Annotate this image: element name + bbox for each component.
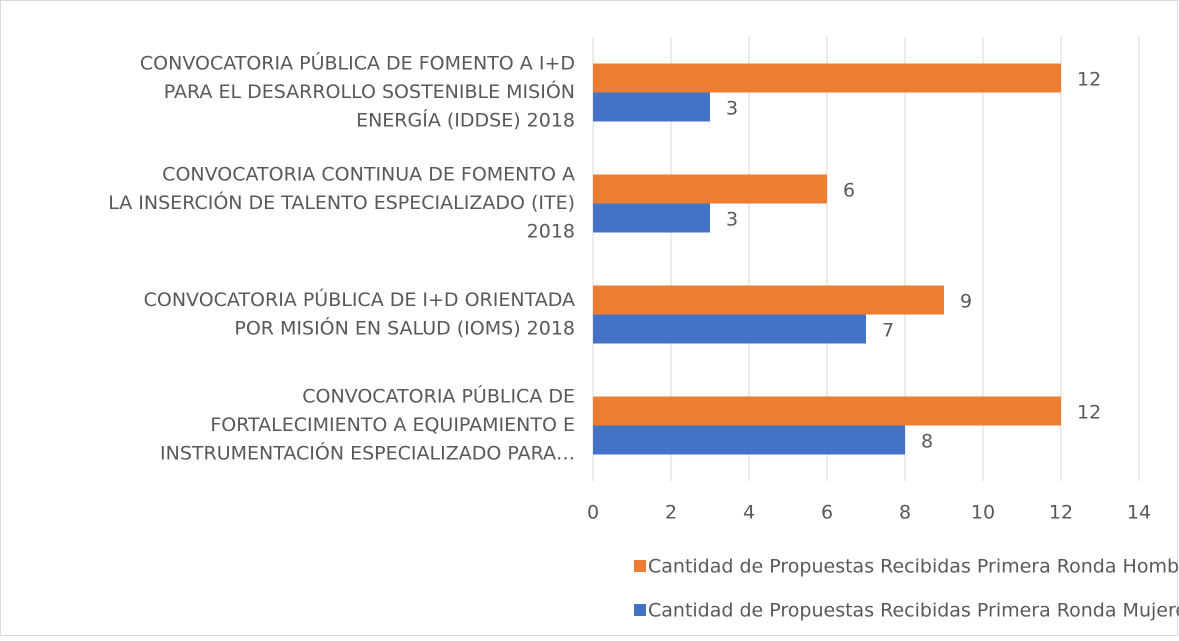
category-label: LA INSERCIÓN DE TALENTO ESPECIALIZADO (I…: [108, 190, 575, 214]
value-label: 6: [843, 180, 855, 202]
category-label: CONVOCATORIA CONTINUA DE FOMENTO A: [162, 164, 575, 186]
bar: [593, 425, 905, 455]
value-label: 9: [960, 291, 972, 313]
category-label: FORTALECIMIENTO A EQUIPAMIENTO E: [210, 414, 575, 436]
value-label: 7: [882, 320, 894, 342]
category-label: CONVOCATORIA PÚBLICA DE FOMENTO A I+D: [140, 51, 575, 75]
bar: [593, 314, 866, 344]
x-tick-label: 10: [971, 502, 995, 524]
x-tick-label: 6: [821, 502, 833, 524]
bar: [593, 92, 710, 122]
legend-swatch: [634, 560, 646, 572]
x-tick-label: 0: [587, 502, 599, 524]
value-label: 8: [921, 431, 933, 453]
bar: [593, 285, 944, 315]
category-label: CONVOCATORIA PÚBLICA DE: [302, 384, 575, 408]
legend-label: Cantidad de Propuestas Recibidas Primera…: [648, 556, 1179, 578]
category-label: ENERGÍA (IDDSE) 2018: [356, 109, 575, 132]
x-tick-label: 14: [1127, 502, 1151, 524]
value-label: 3: [726, 209, 738, 231]
bar: [593, 203, 710, 233]
category-label: INSTRUMENTACIÓN ESPECIALIZADO PARA…: [160, 441, 575, 465]
value-label: 12: [1077, 69, 1101, 91]
legend-label: Cantidad de Propuestas Recibidas Primera…: [648, 600, 1179, 622]
x-tick-label: 8: [899, 502, 911, 524]
value-label: 12: [1077, 402, 1101, 424]
category-label: 2018: [527, 221, 575, 243]
category-label: POR MISIÓN EN SALUD (IOMS) 2018: [234, 315, 575, 339]
legend-swatch: [634, 604, 646, 616]
x-tick-label: 4: [743, 502, 755, 524]
x-tick-label: 2: [665, 502, 677, 524]
bar: [593, 396, 1061, 426]
bar: [593, 174, 827, 204]
bar: [593, 63, 1061, 93]
category-label: CONVOCATORIA PÚBLICA DE I+D ORIENTADA: [144, 287, 575, 311]
x-tick-label: 12: [1049, 502, 1073, 524]
category-label: PARA EL DESARROLLO SOSTENIBLE MISIÓN: [164, 79, 575, 103]
value-label: 3: [726, 98, 738, 120]
